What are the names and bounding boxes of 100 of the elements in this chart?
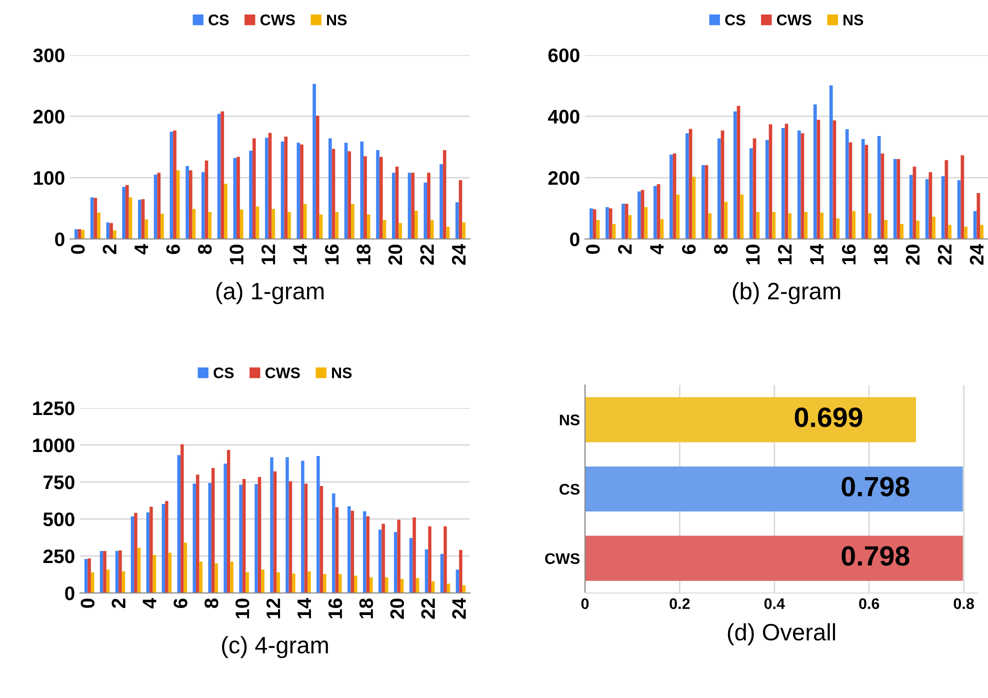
bar [224,464,227,593]
bar [224,184,228,239]
bar [176,170,180,239]
bar [624,204,628,239]
bar [112,230,116,239]
x-tick-label: 16 [324,244,339,264]
x-tick-label: 10 [236,598,250,618]
bar [414,210,418,239]
bar [462,222,466,239]
bar [944,160,948,239]
bar [813,104,817,239]
bar [100,550,104,593]
bar [692,176,696,239]
x-tick-label: 8 [714,244,728,254]
bar [125,185,129,239]
bar [338,574,342,593]
bar [304,484,308,593]
x-tick-label: 4 [142,598,156,608]
bar [157,172,161,239]
bar [900,224,904,239]
bar [97,212,100,239]
x-tick-label: 0.8 [954,598,974,610]
bar [916,220,920,239]
x-tick-label: 12 [778,244,792,264]
bar [208,212,212,239]
bar [150,506,153,593]
bar [708,213,712,239]
bar [264,138,268,239]
bar [94,198,98,239]
bar [765,140,769,239]
bar [733,111,737,239]
x-tick-label: 14 [298,598,311,618]
bar [364,156,367,239]
bar [335,212,339,239]
bar [88,558,91,593]
y-tick-label: 750 [44,475,74,490]
bar [288,481,292,593]
x-tick-label: 2 [618,244,632,254]
bar [272,208,276,239]
bar [654,186,657,239]
x-tick-label: 24 [452,244,466,265]
x-tick-label: 24 [970,244,984,265]
legend-label: NS [332,367,352,378]
bar [103,550,106,593]
bar [928,172,932,239]
bar [270,457,274,593]
y-tick-label: CWS [545,553,580,564]
y-tick-label: 300 [33,48,64,62]
bar [201,172,205,239]
y-tick-label: 200 [548,171,580,185]
bar [804,212,808,239]
bar [184,542,188,593]
bar [427,172,430,239]
x-axis-title: (c) 4-gram [222,636,328,658]
x-tick-label: 4 [650,244,664,254]
bar [316,456,320,593]
x-tick-label: 0 [70,244,85,254]
x-tick-label: 0.2 [670,598,690,610]
bar [233,158,237,239]
x-tick-label: 0.4 [764,598,785,610]
bar [162,504,166,593]
bar [214,563,218,593]
y-tick-label: 600 [548,48,580,62]
bar [296,142,300,239]
bar [348,151,352,239]
bar [845,129,849,239]
bar [376,150,380,239]
x-tick-label: 2 [112,598,126,608]
legend-label: CS [725,14,746,26]
bar [122,186,126,239]
bar [392,172,396,239]
bar [246,572,249,593]
bar [138,200,142,239]
bar [964,226,968,239]
bar [106,570,110,593]
bar [308,571,311,593]
bar [180,444,184,593]
bar [424,182,428,239]
x-tick-label: 0 [586,244,600,254]
bar [118,550,122,593]
bar [258,476,262,593]
bar [239,484,242,593]
bar [829,85,833,239]
bar [320,486,324,593]
bar [81,230,85,239]
legend-label: CS [214,367,234,378]
bar [592,209,596,239]
x-tick-label: 12 [266,598,280,618]
bar [360,141,364,239]
bar [781,128,785,239]
bar [412,517,416,593]
x-tick-label: 6 [174,598,188,608]
bar [177,455,181,593]
bar [236,156,240,239]
x-tick-label: 14 [293,244,307,264]
bar [444,526,447,593]
bar [74,229,78,239]
bar [323,574,326,593]
bar [170,132,174,239]
x-tick-label: 0.6 [859,598,880,610]
